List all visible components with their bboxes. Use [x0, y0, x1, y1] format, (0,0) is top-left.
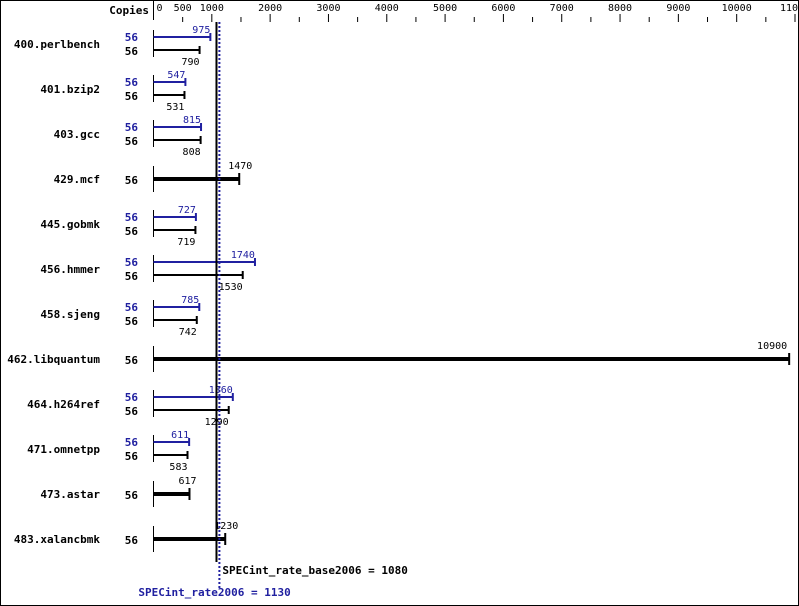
peak-copies: 56: [125, 211, 139, 224]
base-copies: 56: [125, 489, 139, 502]
tick-label: 3000: [316, 3, 340, 14]
tick-label: 8000: [608, 3, 632, 14]
benchmark-name: 471.omnetpp: [27, 443, 100, 456]
base-copies: 56: [125, 270, 139, 283]
base-copies: 56: [125, 354, 139, 367]
tick-label: 7000: [550, 3, 574, 14]
peak-value: 727: [178, 205, 196, 216]
base-copies: 56: [125, 405, 139, 418]
peak-copies: 56: [125, 391, 139, 404]
benchmark-name: 400.perlbench: [14, 38, 100, 51]
peak-value: 1740: [231, 250, 255, 261]
tick-label: 2000: [258, 3, 282, 14]
base-value: 808: [183, 147, 201, 158]
peak-copies: 56: [125, 301, 139, 314]
tick-label: 10000: [722, 3, 752, 14]
tick-label: 4000: [375, 3, 399, 14]
base-value: 583: [169, 462, 187, 473]
peak-copies: 56: [125, 256, 139, 269]
base-value: 1230: [214, 521, 238, 532]
tick-label: 5000: [433, 3, 457, 14]
base-summary-label: SPECint_rate_base2006 = 1080: [222, 564, 407, 577]
base-value: 10900: [757, 341, 787, 352]
copies-header: Copies: [109, 4, 149, 17]
benchmark-name: 473.astar: [40, 488, 100, 501]
tick-label: 9000: [666, 3, 690, 14]
base-copies: 56: [125, 174, 139, 187]
base-copies: 56: [125, 450, 139, 463]
tick-label: 0: [157, 3, 163, 14]
tick-label: 11000: [780, 3, 799, 14]
base-value: 1530: [219, 282, 243, 293]
benchmark-name: 464.h264ref: [27, 398, 100, 411]
base-value: 742: [179, 327, 197, 338]
base-copies: 56: [125, 225, 139, 238]
benchmark-name: 445.gobmk: [40, 218, 100, 231]
base-copies: 56: [125, 315, 139, 328]
peak-value: 611: [171, 430, 189, 441]
base-copies: 56: [125, 135, 139, 148]
peak-value: 1360: [209, 385, 233, 396]
base-copies: 56: [125, 45, 139, 58]
peak-copies: 56: [125, 31, 139, 44]
benchmark-name: 401.bzip2: [40, 83, 100, 96]
benchmark-name: 483.xalancbmk: [14, 533, 100, 546]
peak-value: 975: [192, 25, 210, 36]
tick-label: 500: [174, 3, 192, 14]
tick-label: 6000: [491, 3, 515, 14]
benchmark-name: 458.sjeng: [40, 308, 100, 321]
peak-value: 815: [183, 115, 201, 126]
benchmark-name: 456.hmmer: [40, 263, 100, 276]
base-value: 790: [182, 57, 200, 68]
peak-summary-label: SPECint_rate2006 = 1130: [138, 586, 290, 599]
base-copies: 56: [125, 534, 139, 547]
peak-copies: 56: [125, 121, 139, 134]
peak-value: 547: [167, 70, 185, 81]
benchmark-name: 462.libquantum: [7, 353, 100, 366]
base-value: 531: [166, 102, 184, 113]
base-copies: 56: [125, 90, 139, 103]
tick-label: 1000: [200, 3, 224, 14]
peak-copies: 56: [125, 76, 139, 89]
peak-value: 785: [181, 295, 199, 306]
base-value: 617: [178, 476, 196, 487]
benchmark-name: 429.mcf: [54, 173, 100, 186]
base-value: 1470: [228, 161, 252, 172]
peak-copies: 56: [125, 436, 139, 449]
base-value: 719: [177, 237, 195, 248]
benchmark-name: 403.gcc: [54, 128, 100, 141]
